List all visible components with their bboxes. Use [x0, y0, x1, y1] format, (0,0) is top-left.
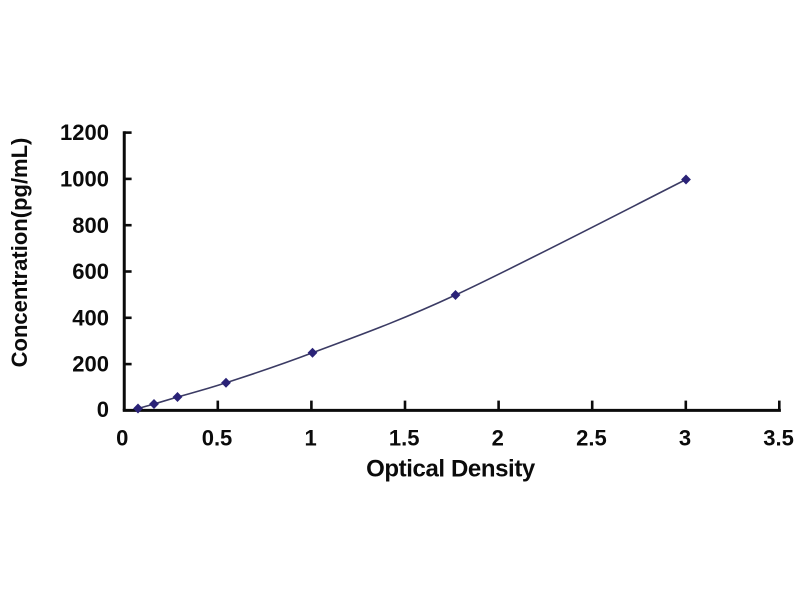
svg-text:3.5: 3.5: [763, 425, 794, 450]
svg-text:1000: 1000: [60, 167, 109, 192]
svg-text:0: 0: [116, 425, 128, 450]
svg-text:Optical Density: Optical Density: [366, 456, 536, 483]
svg-text:0.5: 0.5: [202, 425, 233, 450]
svg-text:1: 1: [304, 425, 316, 450]
svg-text:400: 400: [72, 305, 109, 330]
svg-text:1.5: 1.5: [389, 425, 420, 450]
svg-text:800: 800: [72, 213, 109, 238]
svg-text:600: 600: [72, 259, 109, 284]
svg-text:1200: 1200: [60, 120, 109, 145]
svg-text:2.5: 2.5: [576, 425, 607, 450]
svg-text:200: 200: [72, 352, 109, 377]
svg-text:2: 2: [492, 425, 504, 450]
svg-text:3: 3: [679, 425, 691, 450]
svg-text:0: 0: [97, 397, 109, 422]
svg-text:Concentration(pg/mL): Concentration(pg/mL): [7, 138, 32, 368]
